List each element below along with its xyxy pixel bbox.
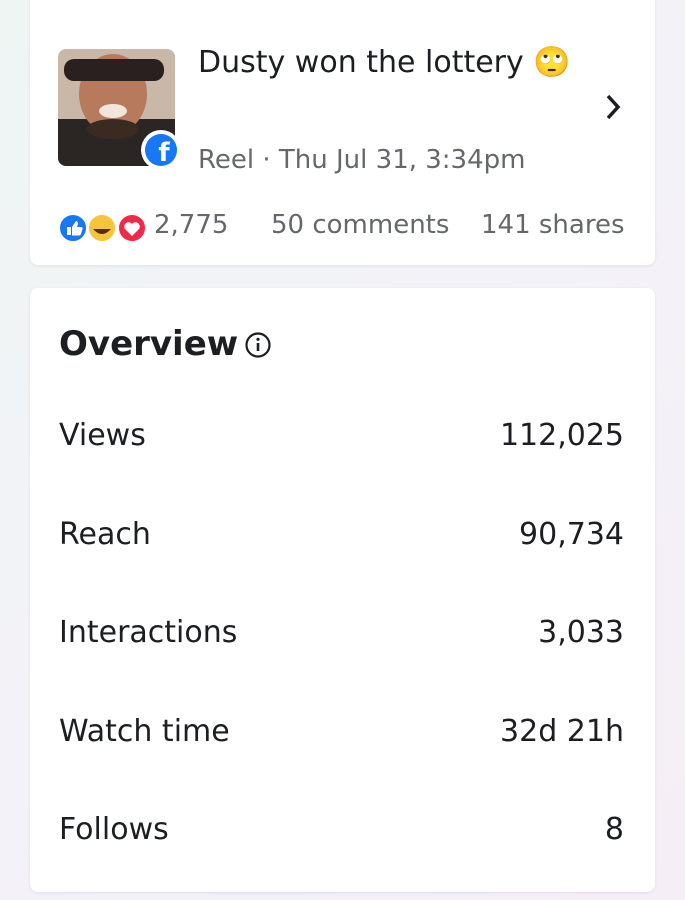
reaction-icons (58, 213, 147, 243)
share-count[interactable]: 141 shares (481, 210, 625, 240)
row-label: Reach (59, 516, 151, 552)
info-icon[interactable] (244, 331, 272, 359)
row-label: Follows (59, 812, 169, 847)
reaction-count: 2,775 (154, 210, 229, 240)
row-label: Interactions (59, 615, 238, 650)
post-title: Dusty won the lottery 🙄 (198, 45, 571, 80)
row-value: 112,025 (499, 418, 624, 453)
comment-count[interactable]: 50 comments (271, 210, 450, 240)
row-label: Views (59, 418, 146, 453)
row-value: 90,734 (519, 516, 624, 552)
post-thumbnail: f (58, 49, 181, 170)
svg-text:f: f (158, 138, 170, 168)
post-card[interactable]: f Dusty won the lottery 🙄 Reel · Thu Jul… (30, 0, 655, 265)
chevron[interactable] (600, 90, 624, 124)
row-label: Watch time (59, 713, 230, 749)
row-value: 32d 21h (500, 713, 624, 749)
row-value: 3,033 (538, 615, 624, 650)
overview-card: Overview Views 112,025 Reach 90,734 Interact… (30, 288, 655, 892)
overview-title: Overview (59, 324, 239, 364)
row-value: 8 (604, 812, 624, 847)
post-meta: Reel · Thu Jul 31, 3:34pm (198, 145, 526, 175)
